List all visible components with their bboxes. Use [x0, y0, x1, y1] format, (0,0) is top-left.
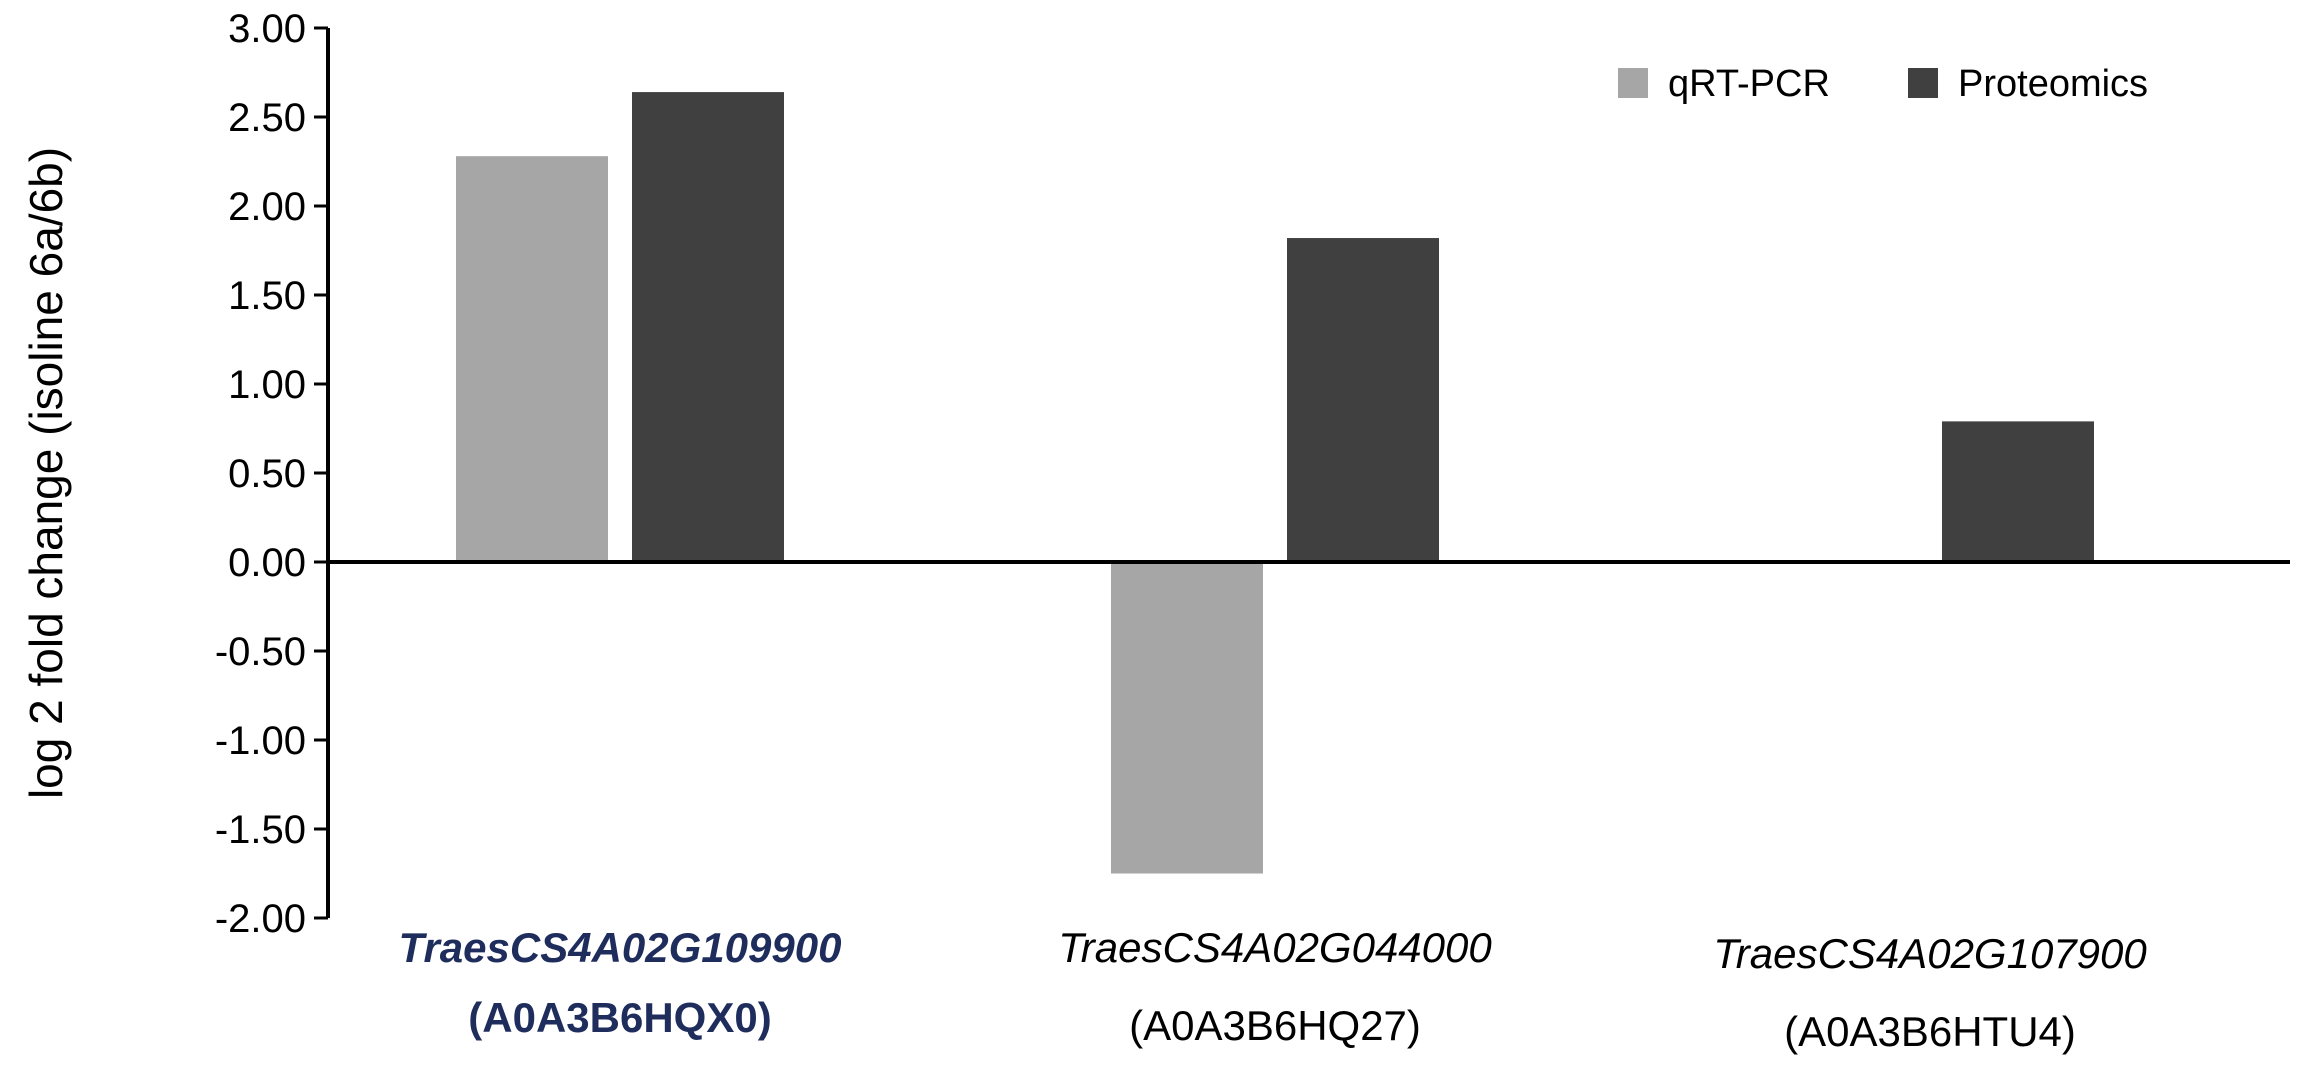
x-category-gene-label: TraesCS4A02G044000 [1058, 924, 1492, 971]
y-tick-label: 0.50 [228, 452, 306, 496]
legend-swatch-proteomics [1908, 68, 1938, 98]
y-tick-label: 1.50 [228, 274, 306, 318]
bar-qrt-pcr-1 [1111, 562, 1263, 874]
x-category-gene-label: TraesCS4A02G109900 [399, 924, 842, 971]
x-category-id-label: (A0A3B6HTU4) [1784, 1008, 2076, 1055]
category-labels: TraesCS4A02G109900 (A0A3B6HQX0) TraesCS4A0… [399, 924, 2148, 1055]
x-category-gene-label: TraesCS4A02G107900 [1713, 930, 2147, 977]
legend-swatch-qrt-pcr [1618, 68, 1648, 98]
bar-qrt-pcr-0 [456, 156, 608, 562]
y-tick-label: -0.50 [215, 630, 306, 674]
y-tick-label: 0.00 [228, 541, 306, 585]
y-tick-label: 1.00 [228, 363, 306, 407]
y-axis-label: log 2 fold change (isoline 6a/6b) [20, 147, 72, 799]
y-tick-label: 3.00 [228, 7, 306, 51]
y-tick-label: 2.50 [228, 96, 306, 140]
x-category-id-label: (A0A3B6HQ27) [1129, 1002, 1421, 1049]
y-tick-label: -1.00 [215, 719, 306, 763]
legend-label-qrt-pcr: qRT-PCR [1668, 63, 1830, 105]
y-tick-label: 2.00 [228, 185, 306, 229]
y-tick-label: -2.00 [215, 897, 306, 941]
bar-proteomics-0 [632, 92, 784, 562]
legend-label-proteomics: Proteomics [1958, 63, 2148, 105]
bar-proteomics-1 [1287, 238, 1439, 563]
y-ticks-group: 3.00 2.50 2.00 1.50 1.00 0.50 0.00 -0.50 -1.00 -1… [215, 7, 328, 941]
bar-proteomics-2 [1942, 421, 2094, 562]
legend: qRT-PCR Proteomics [1618, 63, 2148, 105]
y-tick-label: -1.50 [215, 808, 306, 852]
x-category-id-label: (A0A3B6HQX0) [468, 994, 771, 1041]
bars-group [456, 92, 2094, 874]
